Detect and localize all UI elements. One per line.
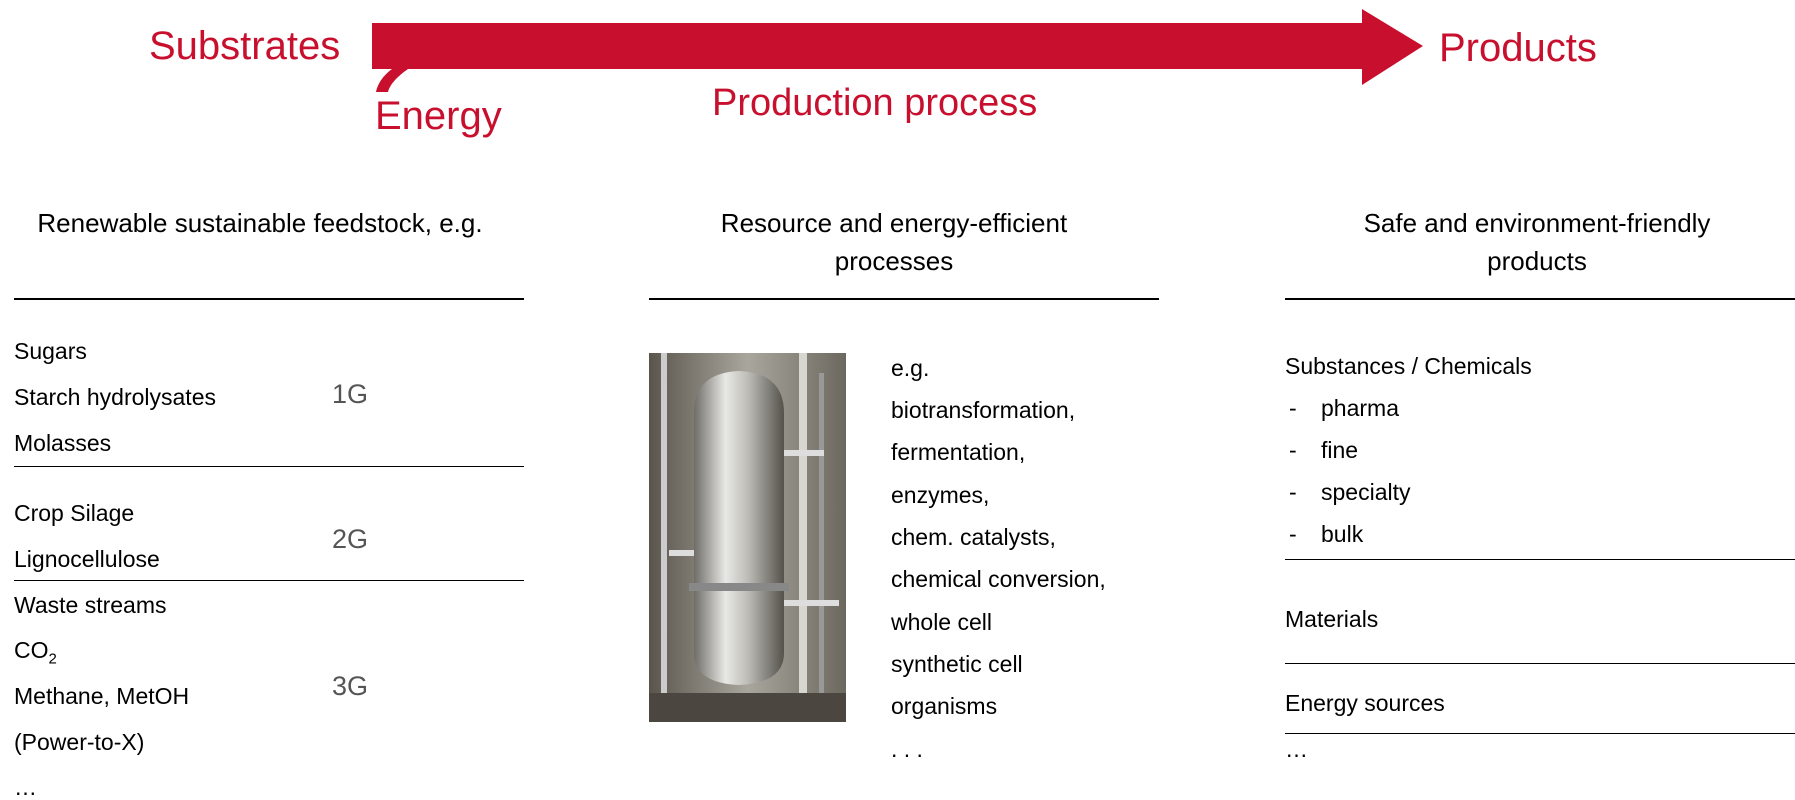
product-heading: Substances / Chemicals: [1285, 355, 1532, 378]
feedstock-item: Methane, MetOH: [14, 685, 189, 708]
product-item: bulk: [1321, 523, 1363, 546]
more: …: [1285, 738, 1308, 761]
co2-text: CO: [14, 637, 49, 663]
product-item: specialty: [1321, 481, 1410, 504]
divider: [1285, 298, 1795, 300]
product-heading: Energy sources: [1285, 692, 1445, 715]
dash: -: [1289, 439, 1297, 462]
more: …: [14, 776, 37, 799]
feedstock-item: Sugars: [14, 340, 87, 363]
dash: -: [1289, 523, 1297, 546]
products-label: Products: [1439, 28, 1597, 68]
process-item: whole cell: [891, 611, 992, 634]
feedstock-item: Starch hydrolysates: [14, 386, 216, 409]
process-item: e.g.: [891, 357, 929, 380]
dash: -: [1289, 397, 1297, 420]
page: {"header": {"substrates": "Substrates", …: [0, 0, 1795, 799]
process-item: biotransformation,: [891, 399, 1075, 422]
divider: [14, 580, 524, 581]
feedstock-item: Waste streams: [14, 594, 167, 617]
column-title: Renewable sustainable feedstock, e.g.: [0, 204, 520, 242]
substrates-label: Substrates: [149, 26, 340, 66]
generation-label: 2G: [332, 526, 368, 553]
process-label: Production process: [712, 84, 1037, 122]
product-item: fine: [1321, 439, 1358, 462]
process-item: fermentation,: [891, 441, 1025, 464]
co2-subscript: 2: [49, 651, 57, 668]
column-title: Safe and environment-friendly products: [1277, 204, 1795, 280]
bioreactor-photo: [649, 353, 846, 722]
divider: [649, 298, 1159, 300]
feedstock-item: (Power-to-X): [14, 731, 144, 754]
product-heading: Materials: [1285, 608, 1378, 631]
energy-inflow: [376, 69, 408, 92]
arrow: [372, 9, 1423, 85]
generation-label: 1G: [332, 381, 368, 408]
process-item: chem. catalysts,: [891, 526, 1056, 549]
process-item: enzymes,: [891, 484, 989, 507]
divider: [1285, 663, 1795, 664]
feedstock-item: CO2: [14, 639, 57, 667]
process-item: organisms: [891, 695, 997, 718]
product-item: pharma: [1321, 397, 1399, 420]
divider: [14, 466, 524, 467]
divider: [14, 298, 524, 300]
column-title: Resource and energy-efficient processes: [644, 204, 1144, 280]
energy-label: Energy: [375, 96, 502, 136]
generation-label: 3G: [332, 673, 368, 700]
dash: -: [1289, 481, 1297, 504]
divider: [1285, 559, 1795, 560]
feedstock-item: Lignocellulose: [14, 548, 160, 571]
process-item: chemical conversion,: [891, 568, 1106, 591]
process-item: synthetic cell: [891, 653, 1023, 676]
feedstock-item: Crop Silage: [14, 502, 134, 525]
feedstock-item: Molasses: [14, 432, 111, 455]
process-item: . . .: [891, 738, 923, 761]
divider: [1285, 733, 1795, 734]
